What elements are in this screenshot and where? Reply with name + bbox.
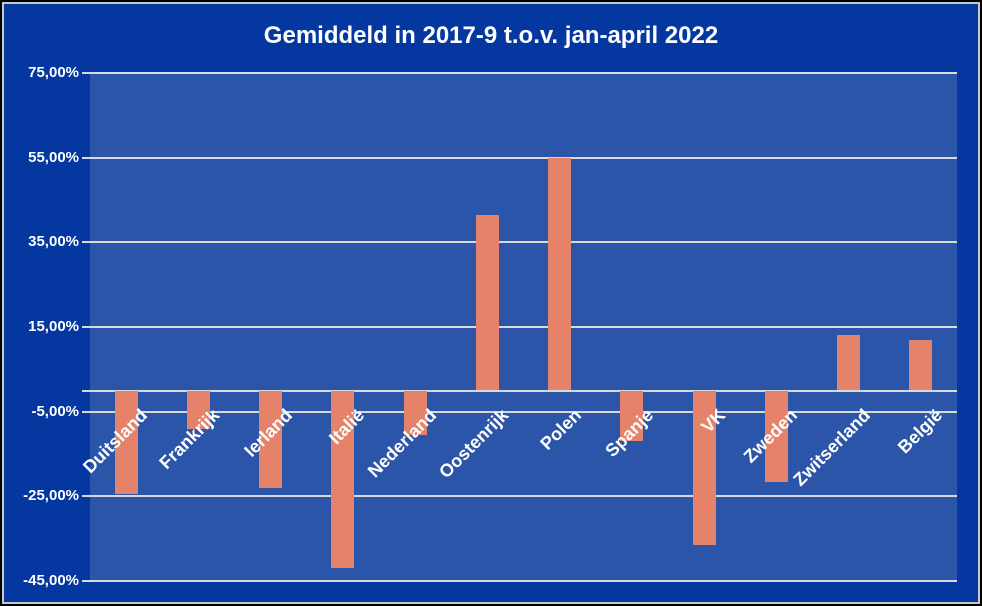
bar-frankrijk <box>186 390 210 429</box>
bar-polen <box>548 157 572 391</box>
bar-vk <box>692 390 716 546</box>
bar-nederland <box>403 390 427 435</box>
gridline <box>82 326 957 328</box>
y-axis-label: 55,00% <box>28 148 79 166</box>
baseline-gridline <box>82 389 957 392</box>
gridline <box>82 72 957 74</box>
bar-spanje <box>620 390 644 442</box>
y-axis-label: -5,00% <box>31 402 79 420</box>
y-axis-label: -45,00% <box>23 572 79 589</box>
bar-oostenrijk <box>475 214 499 391</box>
bar-ierland <box>259 390 283 488</box>
bar-duitsland <box>114 390 138 495</box>
gridline <box>82 580 957 582</box>
y-axis-label: 15,00% <box>28 318 79 335</box>
y-axis-label: 75,00% <box>28 64 79 81</box>
bar-zwitserland <box>837 335 861 391</box>
y-axis-label: 35,00% <box>28 233 79 251</box>
chart-title: Gemiddeld in 2017-9 t.o.v. jan-april 202… <box>263 22 719 49</box>
gridline <box>82 156 957 159</box>
y-axis-label: -25,00% <box>23 487 79 505</box>
gridline <box>82 241 957 244</box>
gridline <box>82 495 957 498</box>
gridline <box>82 410 957 413</box>
bar-belgie <box>909 339 933 391</box>
bar-italie <box>331 390 355 569</box>
bar-zweden <box>764 390 788 482</box>
